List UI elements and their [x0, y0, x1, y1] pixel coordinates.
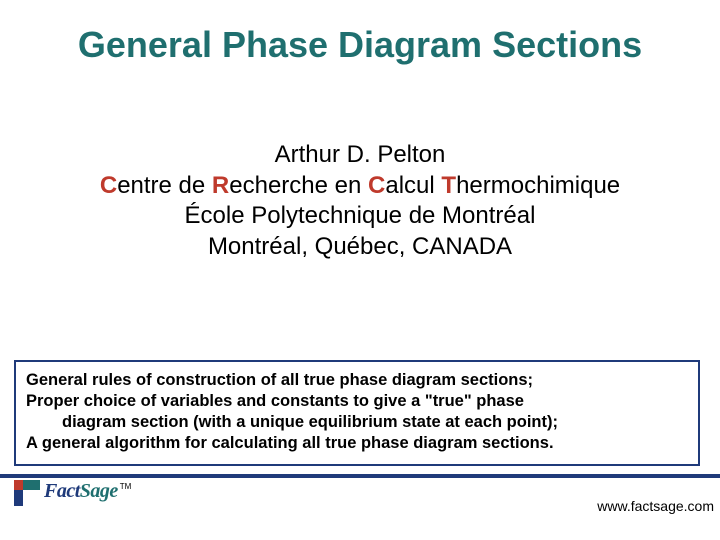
logo-mark-teal [23, 480, 40, 490]
org-word-3: alcul [385, 172, 441, 199]
summary-line-1: General rules of construction of all tru… [26, 370, 688, 391]
title-block: General Phase Diagram Sections [0, 0, 720, 66]
page-title: General Phase Diagram Sections [0, 24, 720, 66]
logo-text-part2: Sage [80, 480, 118, 502]
author-org: Centre de Recherche en Calcul Thermochim… [0, 171, 720, 202]
factsage-logo: FactSage TM [14, 480, 131, 506]
org-word-1: entre de [117, 172, 212, 199]
org-initial-c2: R [212, 172, 229, 199]
summary-box: General rules of construction of all tru… [14, 360, 700, 466]
footer-url: www.factsage.com [597, 498, 714, 514]
org-initial-c3: C [368, 172, 385, 199]
logo-text-part1: Fact [44, 480, 80, 502]
org-initial-c1: C [100, 172, 117, 199]
footer-divider [0, 474, 720, 478]
author-location: Montréal, Québec, CANADA [0, 232, 720, 263]
logo-mark-icon [14, 480, 40, 506]
author-school: École Polytechnique de Montréal [0, 201, 720, 232]
summary-line-4: A general algorithm for calculating all … [26, 433, 688, 454]
author-name: Arthur D. Pelton [0, 140, 720, 171]
logo-text: FactSage [44, 480, 118, 503]
org-word-2: echerche en [229, 172, 368, 199]
logo-tm: TM [120, 482, 132, 491]
summary-line-2: Proper choice of variables and constants… [26, 391, 688, 412]
logo-mark-top [14, 480, 40, 490]
author-block: Arthur D. Pelton Centre de Recherche en … [0, 140, 720, 263]
org-initial-c4: T [441, 172, 456, 199]
org-word-4: hermochimique [456, 172, 620, 199]
logo-mark-red [14, 480, 23, 490]
logo-mark-stem [14, 490, 23, 506]
summary-line-3: diagram section (with a unique equilibri… [26, 412, 688, 433]
